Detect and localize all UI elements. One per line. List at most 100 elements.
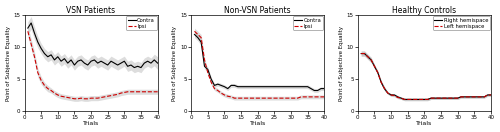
Right hemispace (398, 97, 404, 99)
Contra (308, 88, 314, 89)
Ipsi (225, 95, 231, 97)
Left hemispace (428, 97, 434, 99)
Contra (48, 54, 54, 56)
Right hemispace (442, 97, 448, 99)
Ipsi (142, 91, 148, 93)
Left hemispace (388, 94, 394, 96)
Contra (104, 64, 110, 66)
Ipsi (274, 97, 280, 99)
Contra (32, 32, 38, 34)
Y-axis label: Point of Subjective Equality: Point of Subjective Equality (6, 26, 10, 101)
Contra (242, 86, 248, 88)
Right hemispace (458, 96, 464, 98)
Left hemispace (458, 96, 464, 98)
Ipsi (304, 96, 310, 98)
Contra (28, 22, 34, 24)
Contra (112, 62, 117, 64)
Ipsi (148, 91, 154, 93)
Y-axis label: Point of Subjective Equality: Point of Subjective Equality (172, 26, 177, 101)
Left hemispace (395, 97, 401, 98)
Contra (244, 86, 250, 88)
Left hemispace (378, 81, 384, 83)
Right hemispace (405, 99, 411, 100)
Left hemispace (385, 92, 391, 94)
Ipsi (298, 96, 304, 98)
Contra (314, 90, 320, 91)
Contra (284, 86, 290, 88)
X-axis label: Trials: Trials (250, 121, 266, 126)
Contra (72, 64, 78, 66)
Contra (102, 62, 107, 64)
Contra (222, 86, 228, 88)
Contra (142, 62, 148, 64)
Contra (114, 64, 120, 66)
Contra (98, 60, 104, 62)
Contra (88, 60, 94, 62)
Ipsi (314, 96, 320, 98)
Contra (38, 48, 44, 49)
Right hemispace (414, 99, 420, 100)
Ipsi (268, 97, 274, 99)
Contra (132, 67, 138, 68)
Right hemispace (422, 99, 428, 100)
Contra (278, 86, 284, 88)
Right hemispace (368, 59, 374, 61)
Contra (264, 86, 270, 88)
Left hemispace (398, 97, 404, 99)
Title: Healthy Controls: Healthy Controls (392, 6, 456, 15)
Ipsi (28, 43, 34, 45)
Contra (254, 86, 260, 88)
Contra (215, 83, 221, 85)
Contra (238, 86, 244, 88)
Contra (94, 62, 100, 64)
Right hemispace (488, 94, 494, 96)
Ipsi (128, 91, 134, 93)
Ipsi (195, 34, 201, 35)
Contra (82, 62, 87, 64)
Contra (55, 56, 61, 58)
Left hemispace (412, 99, 418, 100)
Ipsi (248, 97, 254, 99)
Line: Contra: Contra (28, 23, 158, 68)
Right hemispace (434, 97, 440, 99)
Left hemispace (452, 97, 458, 99)
Contra (84, 64, 90, 66)
Left hemispace (402, 99, 407, 100)
Right hemispace (428, 97, 434, 99)
Ipsi (235, 97, 241, 99)
Left hemispace (462, 96, 468, 98)
Ipsi (258, 97, 264, 99)
Ipsi (84, 98, 90, 100)
Ipsi (58, 95, 64, 97)
Contra (228, 85, 234, 86)
Ipsi (132, 91, 138, 93)
Left hemispace (368, 59, 374, 61)
Legend: Contra, Ipsi: Contra, Ipsi (126, 16, 156, 30)
Left hemispace (454, 97, 460, 99)
Ipsi (78, 97, 84, 99)
Contra (128, 64, 134, 66)
Right hemispace (478, 96, 484, 98)
Left hemispace (418, 99, 424, 100)
Contra (235, 86, 241, 88)
Ipsi (134, 91, 140, 93)
Left hemispace (362, 53, 368, 54)
Contra (218, 85, 224, 86)
Left hemispace (472, 96, 478, 98)
Contra (302, 86, 308, 88)
Ipsi (112, 94, 117, 96)
Right hemispace (484, 94, 490, 96)
Right hemispace (474, 96, 480, 98)
Right hemispace (395, 96, 401, 98)
Left hemispace (382, 88, 388, 89)
Ipsi (55, 94, 61, 96)
Contra (152, 59, 158, 61)
Ipsi (154, 91, 160, 93)
Ipsi (288, 97, 294, 99)
Contra (65, 62, 71, 64)
Ipsi (232, 97, 237, 99)
Ipsi (138, 91, 144, 93)
Right hemispace (392, 94, 398, 96)
Ipsi (205, 72, 211, 74)
Ipsi (215, 90, 221, 91)
